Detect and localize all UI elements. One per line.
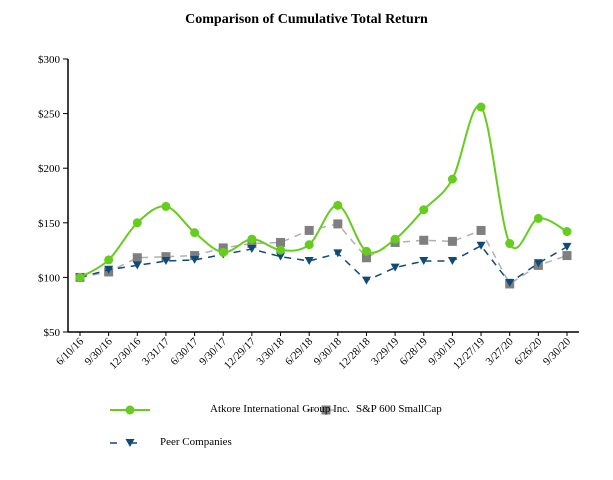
data-point-peer	[304, 257, 314, 266]
x-tick-label: 12/28/18	[336, 335, 372, 371]
data-point-peer	[533, 259, 543, 268]
legend-marker-atkore	[125, 405, 135, 415]
x-tick-label: 12/27/19	[451, 335, 487, 371]
x-tick-label: 3/29/19	[369, 335, 402, 368]
y-tick-label: $250	[38, 109, 61, 121]
data-point-atkore	[447, 174, 457, 184]
data-point-atkore	[276, 245, 286, 255]
data-point-peer	[190, 255, 200, 264]
x-tick-label: 9/30/20	[541, 335, 574, 368]
data-point-atkore	[304, 240, 314, 250]
data-point-peer	[333, 249, 343, 258]
x-tick-label: 6/10/16	[54, 335, 87, 368]
x-tick-label: 12/29/17	[222, 335, 258, 371]
x-tick-label: 6/26/20	[512, 335, 545, 368]
data-point-atkore	[562, 227, 572, 237]
data-point-atkore	[75, 272, 85, 282]
data-point-peer	[361, 276, 371, 285]
legend-label-atkore: Atkore International Group Inc.	[210, 403, 350, 415]
data-point-sp600	[333, 219, 343, 229]
x-tick-label: 12/30/16	[107, 335, 143, 371]
data-point-sp600	[190, 251, 200, 261]
data-point-sp600	[476, 225, 486, 235]
data-point-atkore	[190, 228, 200, 238]
series-line-sp600	[79, 223, 568, 286]
data-point-atkore	[161, 201, 171, 211]
y-tick-label: $200	[38, 163, 61, 175]
data-point-peer	[247, 245, 257, 254]
data-point-atkore	[104, 255, 114, 265]
x-tick-label: 6/28/19	[398, 335, 431, 368]
data-point-peer	[476, 241, 486, 250]
data-point-peer	[276, 252, 286, 261]
data-point-peer	[419, 257, 429, 266]
data-point-atkore	[218, 247, 228, 257]
data-point-peer	[562, 242, 572, 251]
data-point-sp600	[132, 253, 142, 263]
data-point-atkore	[361, 246, 371, 256]
data-point-sp600	[419, 235, 429, 245]
data-point-atkore	[505, 239, 515, 249]
data-point-peer	[390, 263, 400, 272]
series-line-atkore	[79, 104, 568, 279]
legend-marker-peer	[125, 439, 135, 447]
data-point-sp600	[304, 225, 314, 235]
legend-label-peer: Peer Companies	[160, 436, 232, 448]
x-tick-label: 3/30/18	[254, 335, 287, 368]
legend-marker-sp600	[321, 405, 331, 415]
data-point-sp600	[276, 237, 286, 247]
x-tick-label: 6/29/18	[283, 335, 316, 368]
data-point-atkore	[333, 200, 343, 210]
data-point-peer	[447, 257, 457, 266]
data-point-sp600	[361, 253, 371, 263]
series-line-peer	[79, 244, 568, 284]
y-tick-label: $100	[38, 272, 61, 284]
data-point-peer	[132, 261, 142, 270]
data-point-peer	[161, 257, 171, 266]
data-point-atkore	[419, 205, 429, 215]
x-tick-label: 6/30/17	[168, 335, 201, 368]
x-tick-label: 3/31/17	[140, 335, 173, 368]
data-point-atkore	[533, 213, 543, 223]
legend-label-sp600: S&P 600 SmallCap	[356, 403, 442, 415]
data-point-atkore	[390, 234, 400, 244]
x-tick-label: 3/27/20	[484, 335, 517, 368]
data-point-atkore	[476, 102, 486, 112]
y-tick-label: $50	[44, 327, 61, 339]
data-point-sp600	[161, 252, 171, 262]
data-point-atkore	[132, 218, 142, 228]
data-point-peer	[104, 265, 114, 274]
data-point-sp600	[562, 251, 572, 261]
data-point-atkore	[247, 234, 257, 244]
y-tick-label: $300	[38, 54, 61, 66]
chart-title: Comparison of Cumulative Total Return	[185, 12, 428, 27]
y-tick-label: $150	[38, 218, 61, 230]
data-point-sp600	[447, 236, 457, 246]
data-point-peer	[505, 278, 515, 287]
